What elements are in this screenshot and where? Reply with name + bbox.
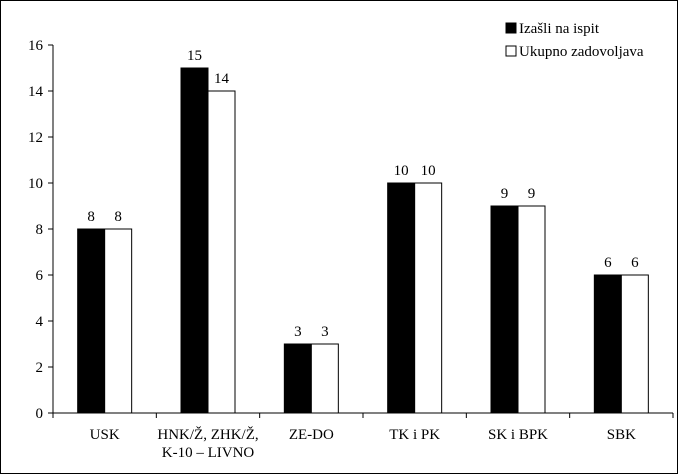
bars xyxy=(77,67,649,414)
y-tick-label: 4 xyxy=(36,314,44,330)
data-label: 3 xyxy=(321,324,329,340)
legend-swatch xyxy=(505,45,517,57)
data-label: 8 xyxy=(114,209,122,225)
data-label: 10 xyxy=(421,163,436,179)
bar-ukupno xyxy=(310,343,339,414)
bar-ukupno xyxy=(207,90,236,414)
data-label: 6 xyxy=(604,255,612,271)
x-category-label: SBK xyxy=(607,427,636,443)
bar-izasli xyxy=(77,228,106,414)
y-tick-label: 2 xyxy=(36,360,44,376)
y-tick-label: 6 xyxy=(36,268,44,284)
y-tick-label: 12 xyxy=(28,130,43,146)
legend: Izašli na ispit Ukupno zadovoljava xyxy=(505,21,644,60)
x-category-label: USK xyxy=(90,427,120,443)
x-category-label: ZE-DO xyxy=(289,427,334,443)
y-tick-label: 16 xyxy=(28,38,44,54)
y-axis: 0 2 4 6 8 10 12 14 16 xyxy=(28,38,54,422)
legend-label: Izašli na ispit xyxy=(519,21,600,37)
legend-label: Ukupno zadovoljava xyxy=(519,44,644,60)
y-tick-label: 8 xyxy=(36,222,44,238)
data-labels: 8 8 15 14 3 3 10 10 9 9 6 6 xyxy=(87,48,639,340)
data-label: 9 xyxy=(501,186,509,202)
bar-izasli xyxy=(387,182,416,414)
bar-izasli xyxy=(593,274,622,414)
bar-izasli xyxy=(180,67,209,414)
x-category-label: SK i BPK xyxy=(488,427,548,443)
bar-ukupno xyxy=(414,182,443,414)
bar-ukupno xyxy=(104,228,133,414)
data-label: 6 xyxy=(631,255,639,271)
bar-izasli xyxy=(490,205,519,414)
legend-swatch xyxy=(505,22,517,34)
x-category-label: HNK/Ž, ZHK/Ž, K-10 – LIVNO xyxy=(157,426,258,461)
data-label: 3 xyxy=(294,324,302,340)
y-tick-label: 10 xyxy=(28,176,43,192)
x-axis: USK HNK/Ž, ZHK/Ž, K-10 – LIVNO ZE-DO TK i PK… xyxy=(52,412,674,461)
x-category-label: TK i PK xyxy=(389,427,440,443)
y-tick-label: 0 xyxy=(36,406,44,422)
data-label: 9 xyxy=(528,186,536,202)
data-label: 8 xyxy=(87,209,95,225)
data-label: 10 xyxy=(394,163,409,179)
bar-ukupno xyxy=(620,274,649,414)
bar-izasli xyxy=(283,343,312,414)
data-label: 15 xyxy=(187,48,202,64)
y-tick-label: 14 xyxy=(28,84,44,100)
data-label: 14 xyxy=(214,71,230,87)
bar-ukupno xyxy=(517,205,546,414)
